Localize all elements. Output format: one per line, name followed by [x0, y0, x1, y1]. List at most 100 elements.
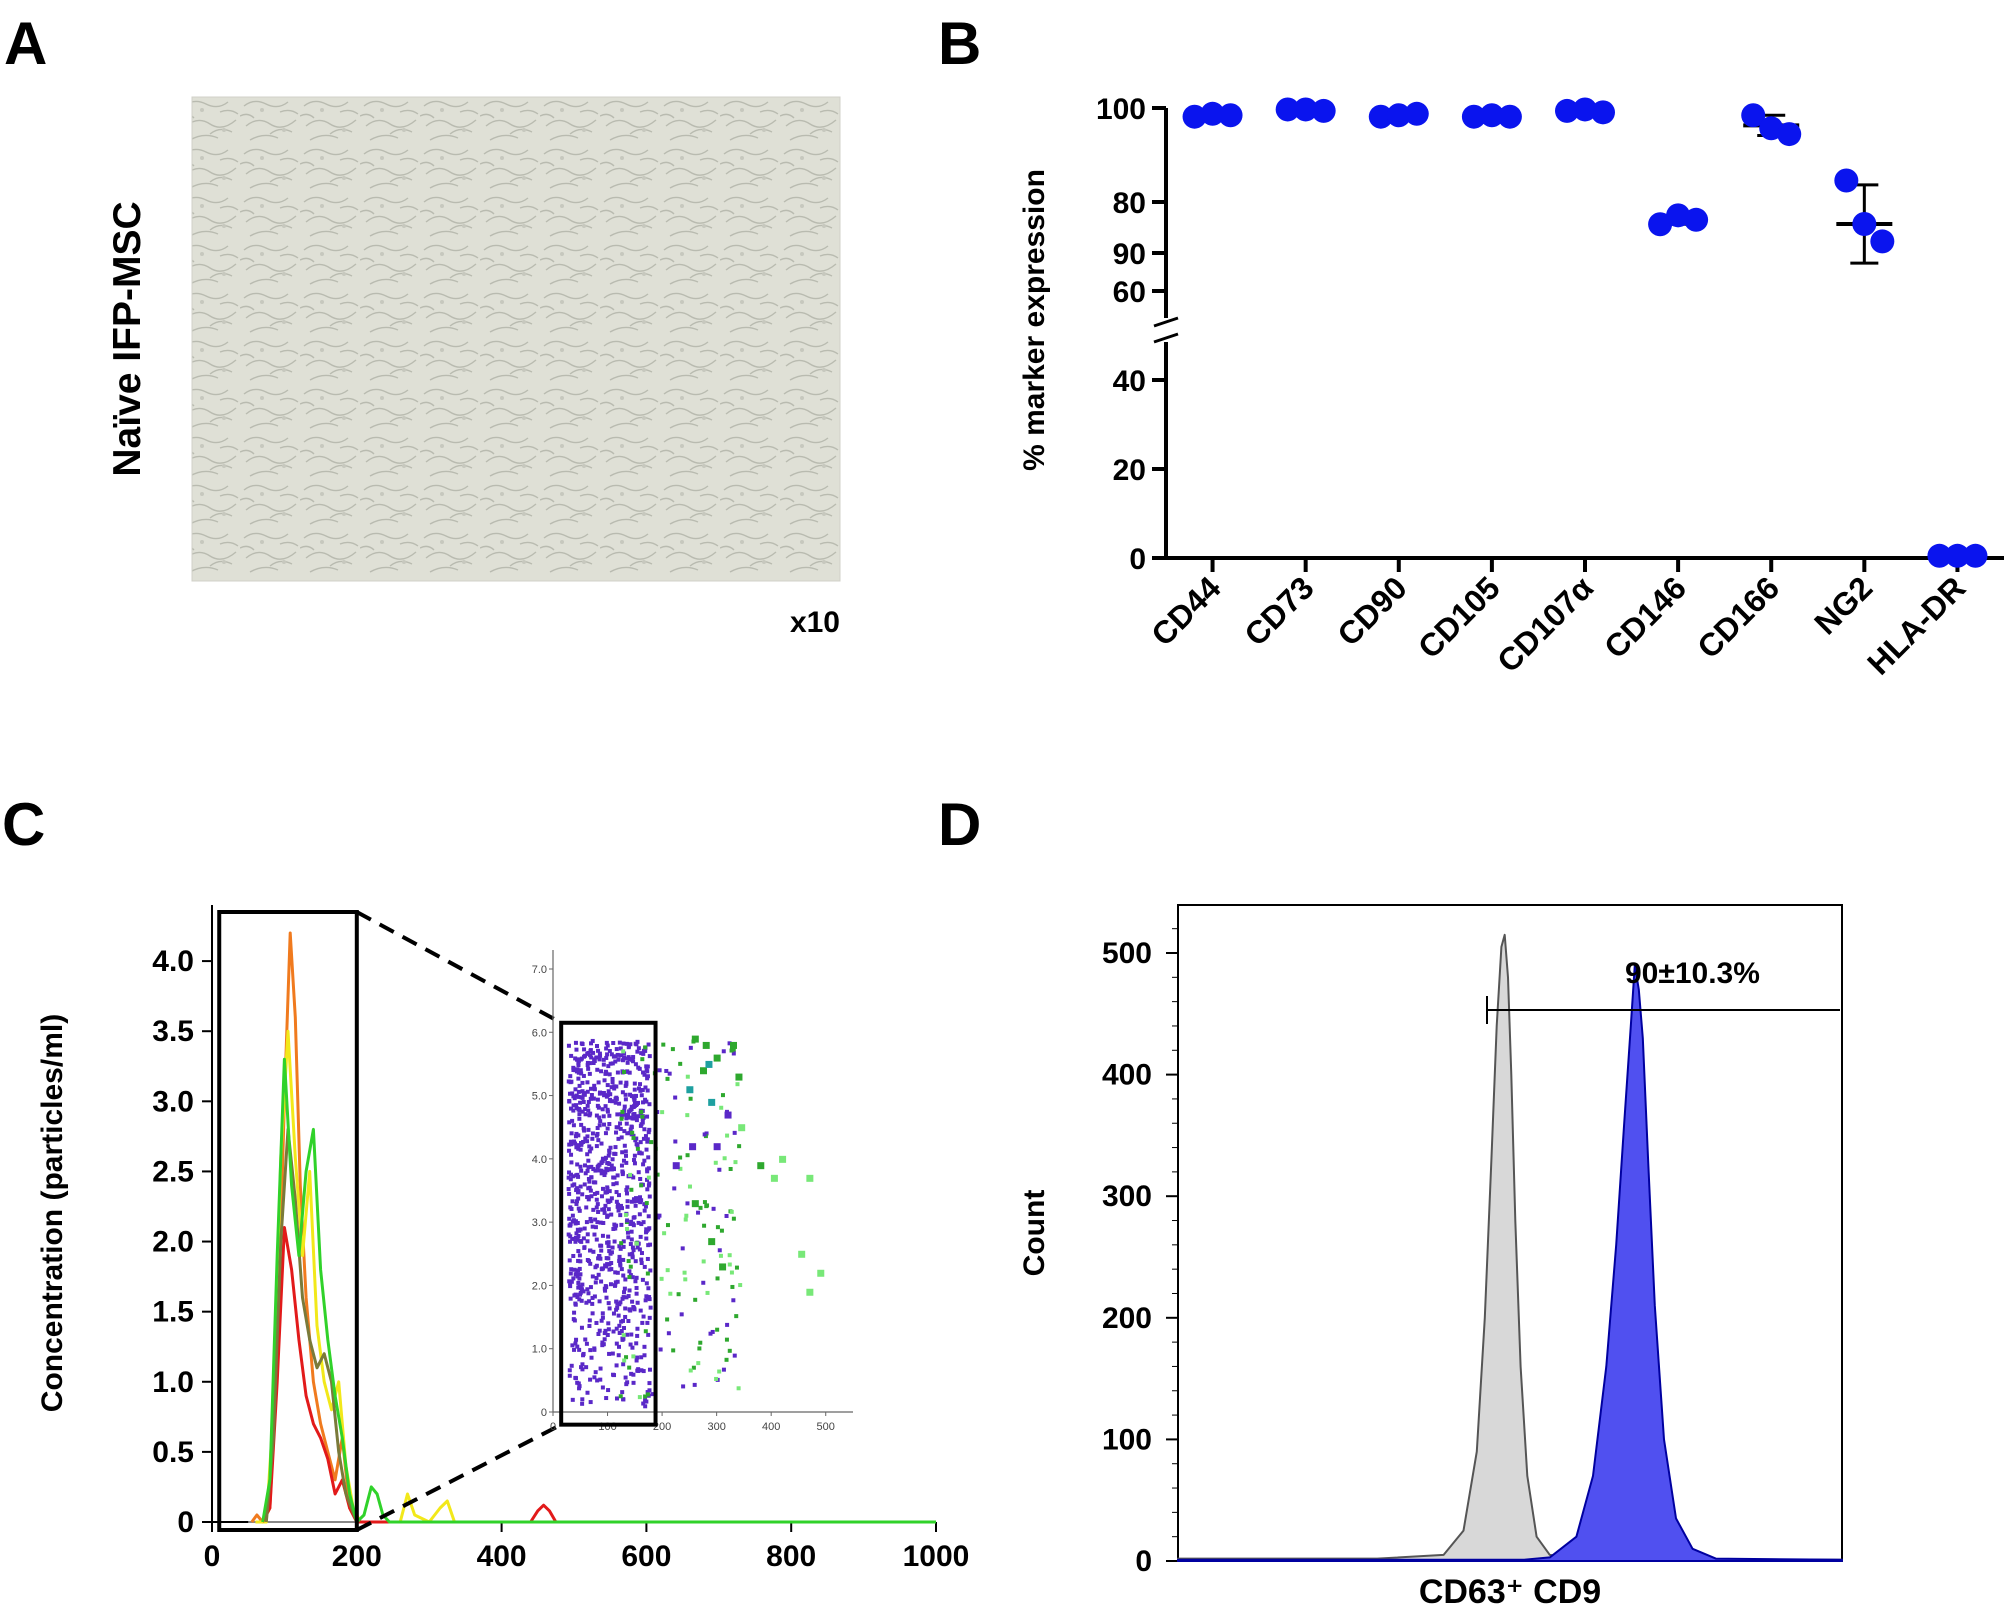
inset-point — [641, 1162, 646, 1167]
inset-point — [571, 1067, 576, 1072]
inset-point — [702, 1200, 707, 1205]
inset-point — [600, 1207, 605, 1212]
inset-point — [579, 1287, 584, 1292]
inset-point — [605, 1168, 610, 1173]
inset-point — [708, 1238, 716, 1246]
marker-expression-chart: 90 100 0 20 40 60 80 % marker expression CD44 CD7… — [1018, 93, 2004, 682]
inset-point — [626, 1318, 631, 1323]
inset-point — [577, 1297, 582, 1302]
inset-point — [578, 1292, 583, 1297]
inset-point — [582, 1047, 587, 1052]
inset-point — [574, 1231, 579, 1236]
inset-point — [611, 1372, 616, 1377]
data-point — [1479, 103, 1504, 128]
inset-point — [612, 1222, 617, 1227]
inset-point — [684, 1213, 689, 1218]
data-point — [1573, 97, 1597, 122]
inset-point — [688, 1096, 693, 1101]
inset-point — [600, 1315, 605, 1320]
inset-point — [637, 1150, 642, 1155]
inset-point — [613, 1100, 618, 1105]
inset-point — [604, 1055, 609, 1060]
inset-point — [588, 1053, 593, 1058]
inset-point — [582, 1054, 587, 1059]
inset-point — [708, 1098, 716, 1106]
inset-point — [727, 1041, 732, 1046]
inset-point — [667, 1071, 672, 1076]
inset-point — [579, 1239, 584, 1244]
inset-point — [691, 1200, 699, 1208]
inset-point — [585, 1103, 590, 1108]
inset-point — [591, 1167, 596, 1172]
inset-point — [569, 1160, 574, 1165]
inset-point — [581, 1236, 586, 1241]
inset-point — [574, 1047, 579, 1052]
inset-point — [642, 1264, 647, 1269]
inset-point — [604, 1256, 609, 1261]
inset-point — [642, 1127, 647, 1132]
inset-point — [629, 1187, 634, 1192]
inset-point — [626, 1235, 631, 1240]
inset-point — [725, 1322, 730, 1327]
zoom-region-box — [217, 910, 359, 1532]
panel-a-side-label: Naïve IFP-MSC — [106, 201, 149, 476]
inset-point — [609, 1212, 614, 1217]
inset-point — [618, 1121, 623, 1126]
inset-point — [586, 1127, 591, 1132]
inset-point — [637, 1247, 642, 1252]
inset-point — [621, 1158, 626, 1163]
inset-point — [623, 1306, 628, 1311]
inset-point — [576, 1258, 581, 1263]
inset-point — [631, 1380, 636, 1385]
inset-point — [643, 1048, 648, 1053]
inset-point — [570, 1213, 575, 1218]
inset-point — [594, 1320, 599, 1325]
inset-point — [581, 1351, 586, 1356]
inset-point — [586, 1197, 591, 1202]
inset-point — [573, 1239, 578, 1244]
inset-point — [602, 1173, 607, 1178]
inset-point — [603, 1328, 608, 1333]
inset-point — [567, 1258, 572, 1263]
inset-point — [606, 1207, 611, 1212]
inset-point — [634, 1358, 639, 1363]
inset-point — [587, 1113, 592, 1118]
inset-point — [722, 1156, 727, 1161]
inset-point — [633, 1279, 638, 1284]
inset-point — [616, 1208, 621, 1213]
inset-point — [685, 1201, 690, 1206]
inset-point — [635, 1146, 640, 1151]
inset-point — [591, 1096, 596, 1101]
inset-point — [587, 1179, 592, 1184]
inset-point — [631, 1372, 636, 1377]
inset-point — [598, 1366, 603, 1371]
inset-point — [646, 1166, 651, 1171]
inset-point — [574, 1337, 579, 1342]
inset-point — [635, 1355, 640, 1360]
inset-point — [643, 1404, 648, 1409]
inset-point — [603, 1170, 608, 1175]
inset-point — [612, 1086, 617, 1091]
y-tick-label: 500 — [1102, 937, 1152, 970]
panel-label-c: C — [2, 791, 45, 858]
inset-point — [596, 1331, 601, 1336]
inset-point — [643, 1204, 648, 1209]
inset-point — [604, 1040, 609, 1045]
inset-point — [634, 1101, 639, 1106]
inset-point — [638, 1123, 643, 1128]
data-point — [1870, 229, 1895, 254]
inset-point — [683, 1217, 688, 1222]
inset-point — [627, 1288, 632, 1293]
inset-point — [605, 1214, 610, 1219]
inset-point — [586, 1195, 591, 1200]
inset-point — [620, 1296, 625, 1301]
inset-point — [629, 1332, 634, 1337]
data-point — [1368, 104, 1393, 129]
inset-point — [624, 1191, 629, 1196]
inset-point — [629, 1371, 634, 1376]
inset-point — [571, 1123, 576, 1128]
inset-point — [594, 1144, 599, 1149]
inset-point — [710, 1329, 715, 1334]
inset-point — [673, 1139, 678, 1144]
